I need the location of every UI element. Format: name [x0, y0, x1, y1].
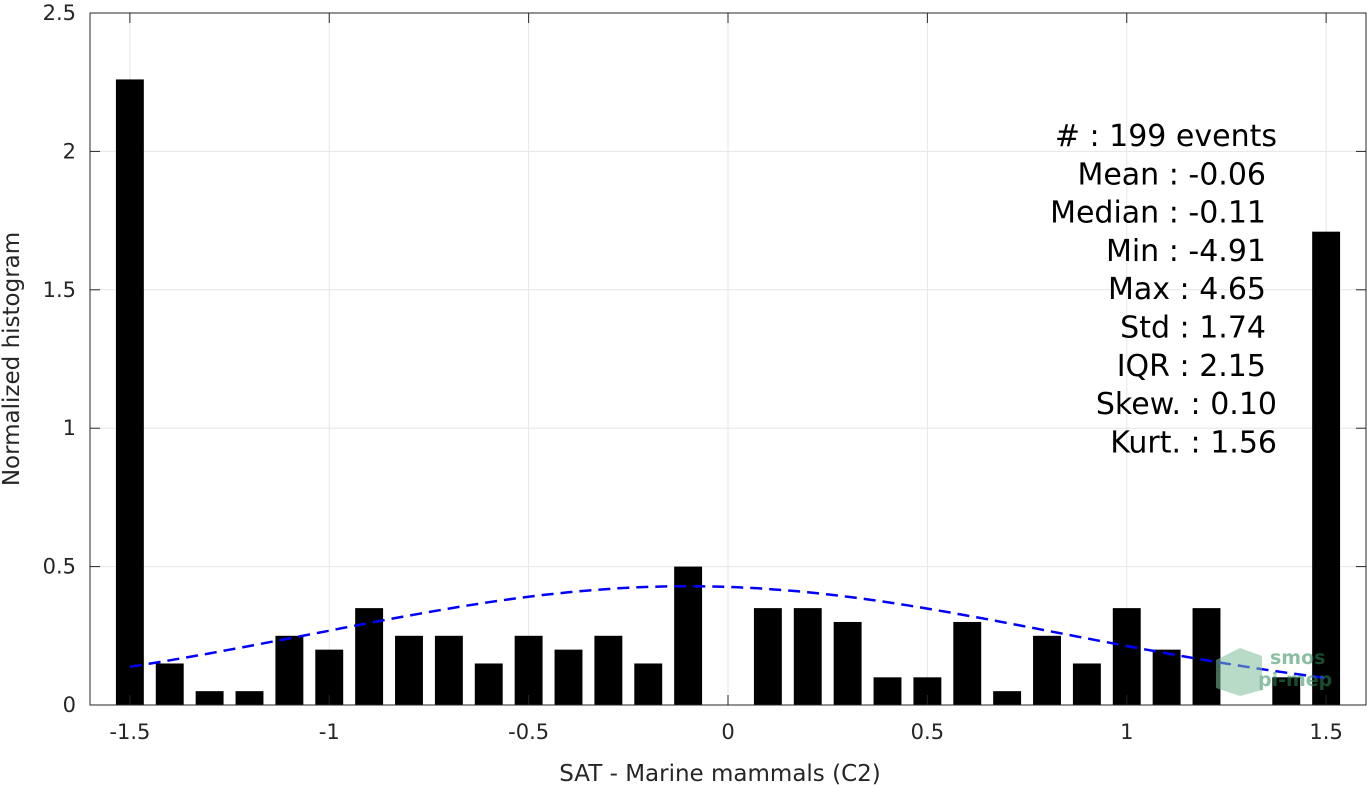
- y-tick-label: 2.5: [43, 1, 76, 25]
- y-tick-label: 1.5: [43, 278, 76, 302]
- x-tick-label: 1.5: [1309, 720, 1342, 744]
- stats-line: Kurt. : 1.56: [1110, 425, 1277, 460]
- histogram-bar: [1072, 663, 1101, 705]
- histogram-bar: [674, 566, 703, 705]
- y-tick-label: 2: [63, 139, 76, 163]
- histogram-bar: [753, 608, 782, 705]
- histogram-bar: [873, 677, 902, 705]
- smos-pimep-logo: smos pi-mep: [1216, 647, 1332, 696]
- histogram-bar: [634, 663, 663, 705]
- y-tick-labels: 0 0.5 1 1.5 2 2.5: [43, 1, 76, 717]
- histogram-bar: [1033, 635, 1061, 705]
- x-tick-labels: -1.5 -1 -0.5 0 0.5 1 1.5: [109, 720, 1342, 744]
- histogram-bar: [474, 663, 503, 705]
- y-tick-label: 0.5: [43, 555, 76, 579]
- histogram-bar: [833, 621, 862, 705]
- histogram-bar: [1112, 608, 1141, 705]
- stats-line: Std : 1.74: [1120, 311, 1266, 346]
- histogram-bar: [993, 691, 1022, 705]
- y-axis-label: Normalized histogram: [0, 232, 25, 486]
- stats-line: Median : -0.11: [1050, 196, 1266, 231]
- x-tick-label: -0.5: [508, 720, 549, 744]
- histogram-bar: [1192, 608, 1221, 705]
- histogram-bar: [395, 635, 423, 705]
- histogram-bar: [1272, 677, 1301, 705]
- histogram-bar: [514, 635, 543, 705]
- histogram-bar: [594, 635, 623, 705]
- stats-line: Skew. : 0.10: [1096, 387, 1277, 422]
- stats-line: IQR : 2.15: [1117, 349, 1266, 384]
- histogram-bar: [1312, 231, 1341, 705]
- x-tick-label: -1.5: [109, 720, 150, 744]
- histogram-bar: [1152, 649, 1181, 705]
- y-tick-label: 0: [63, 693, 76, 717]
- logo-text-line1: smos: [1270, 647, 1325, 669]
- histogram-bar: [554, 649, 583, 705]
- x-axis-label: SAT - Marine mammals (C2): [559, 761, 881, 785]
- histogram-bar: [434, 635, 463, 705]
- plot-frame: [89, 12, 1367, 706]
- histogram-bar: [235, 691, 264, 705]
- stats-line: Max : 4.65: [1108, 272, 1266, 307]
- logo-graphic: [1216, 648, 1262, 696]
- histogram-bar: [793, 608, 822, 705]
- histogram-bar: [115, 79, 144, 705]
- histogram-bar: [155, 663, 184, 705]
- histogram-bar: [953, 621, 982, 705]
- histogram-bar: [275, 635, 304, 705]
- histogram-bar: [355, 608, 384, 705]
- x-tick-label: 0.5: [911, 720, 944, 744]
- normal-fit-curve: [129, 585, 1327, 680]
- x-tick-label: 1: [1120, 720, 1133, 744]
- y-tick-label: 1: [63, 416, 76, 440]
- x-tick-label: -1: [319, 720, 340, 744]
- stats-line: Mean : -0.06: [1077, 157, 1266, 192]
- histogram-bar: [195, 691, 224, 705]
- x-tick-label: 0: [721, 720, 734, 744]
- logo-text-line2: pi-mep: [1258, 669, 1332, 691]
- bars-group: [115, 79, 1341, 705]
- stats-line: Min : -4.91: [1106, 234, 1266, 269]
- stats-line: # : 199 events: [1055, 119, 1277, 154]
